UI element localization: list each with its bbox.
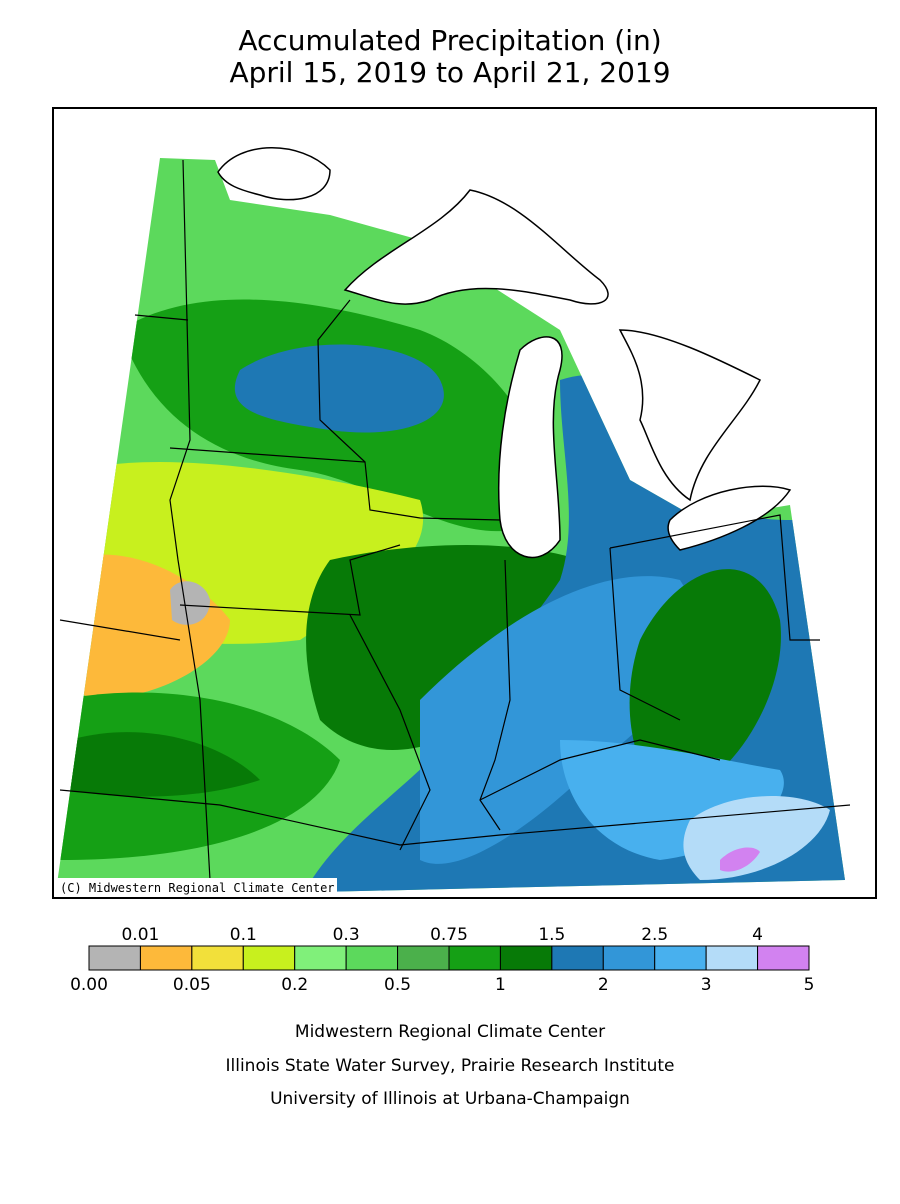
legend-label: 0.75 <box>430 925 468 945</box>
legend-label: 1.5 <box>538 925 565 945</box>
footer-line: Illinois State Water Survey, Prairie Res… <box>226 1056 675 1076</box>
lakes <box>217 147 792 559</box>
legend-swatch <box>139 945 193 971</box>
footer-line: University of Illinois at Urbana-Champai… <box>270 1089 630 1109</box>
legend-swatch <box>499 945 553 971</box>
legend: 0.00 0.01 0.05 0.1 0.2 0.3 0.5 0.75 1 1.5 2 2.5 3 4 5 <box>70 925 814 995</box>
legend-label: 0.05 <box>173 975 211 995</box>
legend-label: 2.5 <box>641 925 668 945</box>
legend-swatch <box>551 945 604 971</box>
legend-swatch <box>448 945 501 971</box>
legend-swatch <box>397 945 450 971</box>
footer-line: Midwestern Regional Climate Center <box>295 1022 605 1042</box>
legend-label: 3 <box>701 975 712 995</box>
legend-label: 0.00 <box>70 975 108 995</box>
legend-swatch <box>654 945 707 971</box>
legend-label: 0.3 <box>333 925 360 945</box>
legend-label: 1 <box>495 975 506 995</box>
legend-swatch <box>602 945 656 971</box>
legend-label: 0.1 <box>230 925 257 945</box>
legend-label: 0.2 <box>281 975 308 995</box>
legend-swatch <box>191 945 244 971</box>
legend-swatch <box>242 945 296 971</box>
legend-swatch <box>88 945 141 971</box>
legend-label: 0.5 <box>384 975 411 995</box>
copyright: (C) Midwestern Regional Climate Center <box>60 881 335 895</box>
map: (C) Midwestern Regional Climate Center <box>52 107 877 899</box>
legend-swatch <box>294 945 347 971</box>
legend-swatch <box>757 945 810 971</box>
legend-swatch <box>345 945 399 971</box>
map-frame <box>52 107 877 899</box>
legend-label: 5 <box>804 975 815 995</box>
legend-label: 4 <box>752 925 763 945</box>
copyright-box <box>54 878 337 897</box>
legend-swatch <box>705 945 759 971</box>
title-line: Accumulated Precipitation (in) <box>238 24 661 57</box>
title-line: April 15, 2019 to April 21, 2019 <box>229 56 670 89</box>
legend-label: 2 <box>598 975 609 995</box>
state-borders <box>59 159 851 881</box>
legend-label: 0.01 <box>121 925 159 945</box>
